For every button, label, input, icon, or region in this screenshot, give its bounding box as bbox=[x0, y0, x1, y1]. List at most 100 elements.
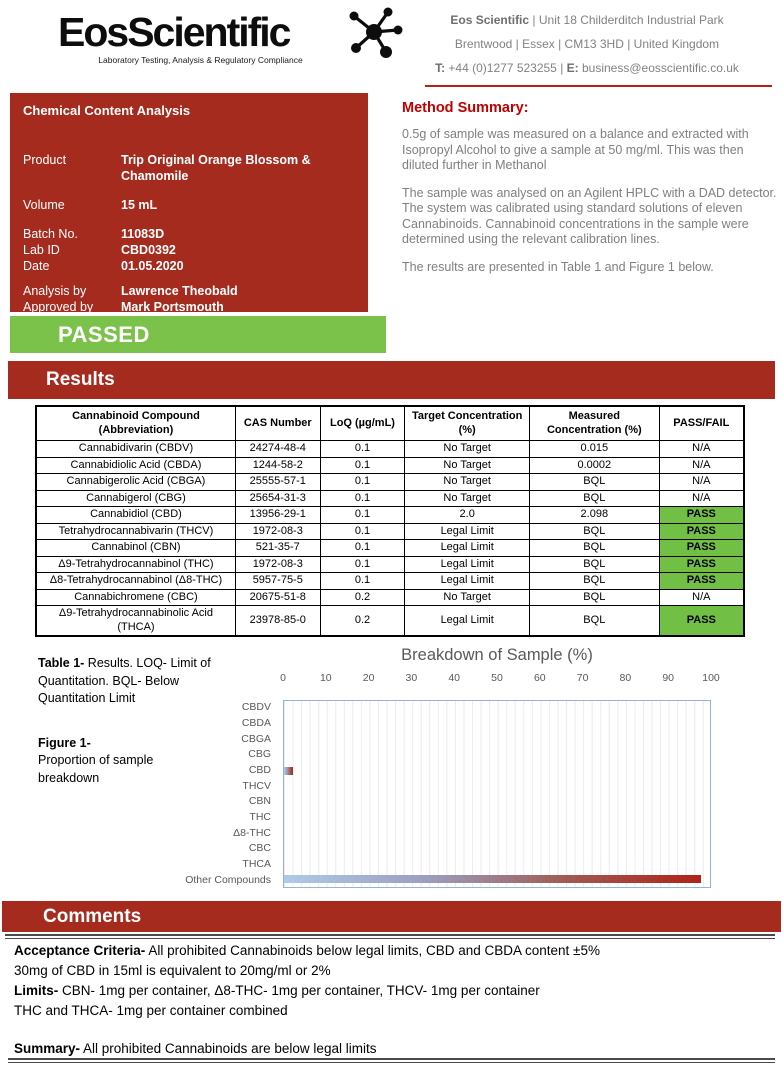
table-cell: 13956-29-1 bbox=[234, 506, 321, 524]
info-value: Mark Portsmouth bbox=[121, 300, 224, 314]
molecule-icon bbox=[349, 7, 403, 58]
table-cell: Cannabigerolic Acid (CBGA) bbox=[35, 473, 236, 491]
table-cell: No Target bbox=[404, 440, 530, 458]
comment-line: Acceptance Criteria- All prohibited Cann… bbox=[14, 943, 600, 958]
table-header-row: Cannabinoid Compound (Abbreviation) CAS N… bbox=[35, 405, 745, 441]
table-cell: BQL bbox=[529, 605, 660, 637]
table-cell: 0.1 bbox=[319, 506, 406, 524]
pass-fail-cell: PASS bbox=[658, 555, 745, 573]
chart-category-label: CBD bbox=[248, 763, 271, 776]
logo-wordmark: EosScientific bbox=[58, 9, 291, 55]
table-cell: BQL bbox=[529, 555, 660, 573]
table-cell: 0.0002 bbox=[529, 456, 660, 474]
table-cell: BQL bbox=[529, 473, 660, 491]
info-label: Analysis by bbox=[23, 284, 87, 298]
chart-category-label: CBN bbox=[248, 795, 271, 808]
table-cell: Legal Limit bbox=[404, 555, 530, 573]
contact-address-line-2: Brentwood | Essex | CM13 3HD | United Ki… bbox=[454, 37, 720, 51]
table-1-note: Table 1- Results. LOQ- Limit of Quantita… bbox=[38, 656, 211, 705]
table-cell: 0.1 bbox=[319, 572, 406, 590]
info-value: CBD0392 bbox=[121, 243, 176, 257]
chart-category-label: Δ8-THC bbox=[233, 826, 271, 839]
info-value: 15 mL bbox=[121, 198, 158, 212]
table-cell: BQL bbox=[529, 572, 660, 590]
pass-fail-cell: N/A bbox=[658, 456, 745, 474]
comment-line: Limits- CBN- 1mg per container, Δ8-THC- … bbox=[14, 983, 540, 998]
info-value: Lawrence Theobald bbox=[121, 284, 238, 298]
table-cell: 0.1 bbox=[319, 555, 406, 573]
pass-fail-cell: N/A bbox=[658, 489, 745, 507]
x-tick-label: 60 bbox=[533, 672, 546, 684]
table-cell: Δ9-Tetrahydrocannabinol (THC) bbox=[35, 555, 236, 573]
x-tick-label: 100 bbox=[702, 672, 720, 684]
table-cell: Cannabinol (CBN) bbox=[35, 539, 236, 557]
column-header: Target Concentration (%) bbox=[404, 405, 530, 441]
comments-body: Acceptance Criteria- All prohibited Cann… bbox=[14, 941, 774, 1021]
table-cell: Legal Limit bbox=[404, 539, 530, 557]
chart-category-label: CBGA bbox=[241, 732, 271, 745]
table-row: Δ9-Tetrahydrocannabinolic Acid (THCA) 239… bbox=[35, 605, 745, 637]
contact-phone-email-line: T: +44 (0)1277 523255 | E: business@eoss… bbox=[435, 61, 739, 75]
table-cell: 24274-48-4 bbox=[234, 440, 321, 458]
results-table-body: Cannabidivarin (CBDV) 24274-48-4 0.1 No Tar… bbox=[35, 440, 745, 637]
table-row: Cannabinol (CBN) 521-35-7 0.1 Legal Limit BQ… bbox=[35, 539, 745, 557]
info-value: 01.05.2020 bbox=[121, 259, 184, 273]
chart-category-label: Other Compounds bbox=[185, 873, 271, 886]
table-cell: 5957-75-5 bbox=[234, 572, 321, 590]
table-cell: No Target bbox=[404, 473, 530, 491]
x-tick-label: 30 bbox=[405, 672, 418, 684]
info-row: Batch No. 11083D bbox=[23, 226, 355, 242]
chart-x-axis-ticks: 0 10 20 30 40 50 60 70 80 90 100 bbox=[280, 672, 720, 686]
table-cell: 1972-08-3 bbox=[234, 522, 321, 540]
pass-fail-cell: PASS bbox=[658, 539, 745, 557]
page-bottom-divider bbox=[8, 1058, 775, 1063]
info-value: 11083D bbox=[121, 227, 165, 241]
table-row: Cannabidiolic Acid (CBDA) 1244-58-2 0.1 No … bbox=[35, 456, 745, 474]
table-cell: 0.2 bbox=[319, 588, 406, 606]
table-cell: Legal Limit bbox=[404, 522, 530, 540]
chart-category-label: CBC bbox=[248, 842, 271, 855]
info-label: Date bbox=[23, 259, 50, 273]
table-cell: BQL bbox=[529, 588, 660, 606]
table-cell: 0.1 bbox=[319, 456, 406, 474]
pass-fail-cell: PASS bbox=[658, 506, 745, 524]
table-cell: Cannabidiolic Acid (CBDA) bbox=[35, 456, 236, 474]
x-tick-label: 70 bbox=[576, 672, 589, 684]
info-row: Volume 15 mL bbox=[23, 197, 355, 213]
method-paragraph: 0.5g of sample was measured on a balance… bbox=[402, 127, 749, 172]
info-row: Lab ID CBD0392 bbox=[23, 242, 355, 258]
chart-title: Breakdown of Sample (%) bbox=[401, 646, 593, 664]
chart-category-label: THCV bbox=[242, 779, 271, 792]
table-cell: Cannabidiol (CBD) bbox=[35, 506, 236, 524]
info-value: Trip Original Orange Blossom & Chamomile bbox=[121, 153, 311, 183]
contact-address-line-1: Eos Scientific | Unit 18 Childerditch In… bbox=[450, 13, 724, 27]
company-contact-info: Eos Scientific | Unit 18 Childerditch In… bbox=[397, 8, 777, 80]
comments-divider bbox=[5, 934, 775, 939]
table-cell: 25555-57-1 bbox=[234, 473, 321, 491]
logo-tagline: Laboratory Testing, Analysis & Regulator… bbox=[98, 55, 303, 65]
chart-bar bbox=[284, 766, 293, 775]
panel-title: Chemical Content Analysis bbox=[23, 103, 191, 118]
table-cell: 2.098 bbox=[529, 506, 660, 524]
info-label: Product bbox=[23, 153, 67, 167]
table-row: Tetrahydrocannabivarin (THCV) 1972-08-3 0.… bbox=[35, 522, 745, 540]
table-cell: No Target bbox=[404, 456, 530, 474]
results-section-banner: Results bbox=[8, 361, 775, 399]
pass-fail-cell: N/A bbox=[658, 440, 745, 458]
table-cell: BQL bbox=[529, 539, 660, 557]
chart-category-label: CBDA bbox=[241, 716, 271, 729]
table-cell: Cannabigerol (CBG) bbox=[35, 489, 236, 507]
column-header: PASS/FAIL bbox=[658, 405, 745, 441]
table-row: Cannabigerol (CBG) 25654-31-3 0.1 No Target… bbox=[35, 489, 745, 507]
table-row: Δ8-Tetrahydrocannabinol (Δ8-THC) 5957-75-… bbox=[35, 572, 745, 590]
table-cell: No Target bbox=[404, 489, 530, 507]
pass-fail-cell: PASS bbox=[658, 605, 745, 637]
table-row: Δ9-Tetrahydrocannabinol (THC) 1972-08-3 0.… bbox=[35, 555, 745, 573]
table-cell: 23978-85-0 bbox=[234, 605, 321, 637]
table-cell: 0.1 bbox=[319, 539, 406, 557]
column-header: Measured Concentration (%) bbox=[529, 405, 660, 441]
x-tick-label: 90 bbox=[662, 672, 675, 684]
table-cell: 20675-51-8 bbox=[234, 588, 321, 606]
table-cell: 0.1 bbox=[319, 522, 406, 540]
table-cell: No Target bbox=[404, 588, 530, 606]
